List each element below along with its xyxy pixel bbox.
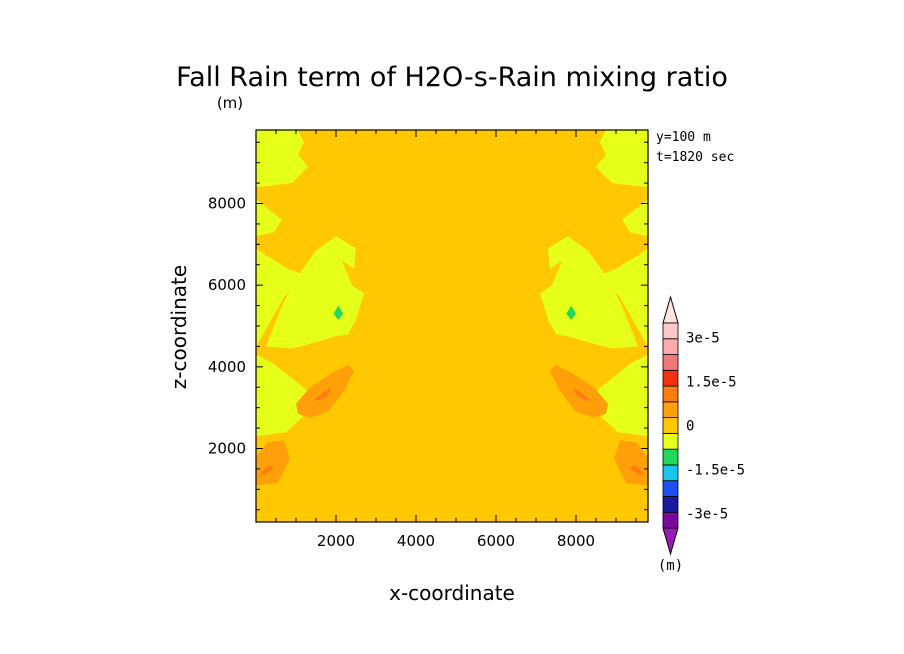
- colorbar-box: [662, 354, 679, 371]
- contour-region-left-band: [296, 364, 354, 418]
- contour-region-right-lobe: [600, 248, 648, 347]
- y-tick-label: 2000: [208, 440, 246, 458]
- contour-region-left-bottom-core: [260, 464, 274, 475]
- contour-region-right-lower: [596, 354, 648, 437]
- colorbar-box: [662, 338, 679, 355]
- colorbar-box: [662, 511, 679, 529]
- colorbar-label: 3e-5: [686, 331, 720, 347]
- plot-area: [256, 130, 648, 522]
- colorbar-box: [662, 369, 679, 387]
- title-unit: (m): [217, 94, 243, 112]
- colorbar-box: [662, 464, 679, 482]
- colorbar-label: -3e-5: [686, 506, 728, 522]
- colorbar-box: [662, 417, 679, 434]
- contour-region-left-band-core: [312, 387, 332, 402]
- x-axis-label: x-coordinate: [389, 581, 515, 605]
- contour-region-right-band-core: [572, 387, 592, 402]
- contour-region-left-cell: [266, 236, 364, 349]
- x-tick-label: 4000: [397, 532, 435, 550]
- contour-region-upper-left-edge: [256, 199, 282, 237]
- colorbar-box: [662, 322, 679, 340]
- contour-region-right-core: [566, 305, 576, 320]
- contour-region-right-bottom-core: [630, 464, 644, 475]
- contour-region-background: [256, 130, 648, 522]
- colorbar-box: [662, 385, 679, 403]
- contour-region-left-lobe: [256, 248, 304, 347]
- colorbar-unit: (m): [658, 558, 683, 574]
- colorbar-box: [662, 448, 679, 466]
- contour-region-right-cell: [540, 236, 638, 349]
- colorbar: 3e-5 1.5e-5 0 -1.5e-5 -3e-5 (m): [658, 295, 745, 574]
- x-tick-label: 2000: [317, 532, 355, 550]
- contour-region-upper-right-edge: [622, 199, 648, 237]
- y-tick-label: 6000: [208, 276, 246, 294]
- annotation-t: t=1820 sec: [656, 150, 734, 165]
- contour-region-upper-left: [256, 130, 308, 188]
- x-tick-label: 8000: [557, 532, 595, 550]
- contour-region-left-lower: [256, 354, 308, 437]
- colorbar-cap-bottom: [662, 527, 679, 556]
- colorbar-box: [662, 401, 679, 419]
- colorbar-label: -1.5e-5: [686, 462, 745, 478]
- contour-region-right-band: [550, 364, 608, 418]
- colorbar-box: [662, 480, 679, 497]
- y-axis-label: z-coordinate: [167, 265, 191, 389]
- colorbar-label: 1.5e-5: [686, 375, 737, 391]
- colorbar-box: [662, 496, 679, 513]
- y-tick-label: 8000: [208, 195, 246, 213]
- annotation-y: y=100 m: [656, 130, 711, 145]
- colorbar-label: 0: [686, 419, 694, 435]
- x-tick-label: 6000: [477, 532, 515, 550]
- chart-title: Fall Rain term of H2O-s-Rain mixing rati…: [176, 62, 728, 93]
- colorbar-cap-top: [662, 295, 679, 324]
- axes: 2000 4000 6000 8000 2000 4000 6000 8000: [208, 129, 649, 550]
- contour-region-upper-right: [596, 130, 648, 188]
- y-tick-label: 4000: [208, 358, 246, 376]
- colorbar-box: [662, 432, 679, 450]
- contour-region-left-core: [333, 305, 344, 320]
